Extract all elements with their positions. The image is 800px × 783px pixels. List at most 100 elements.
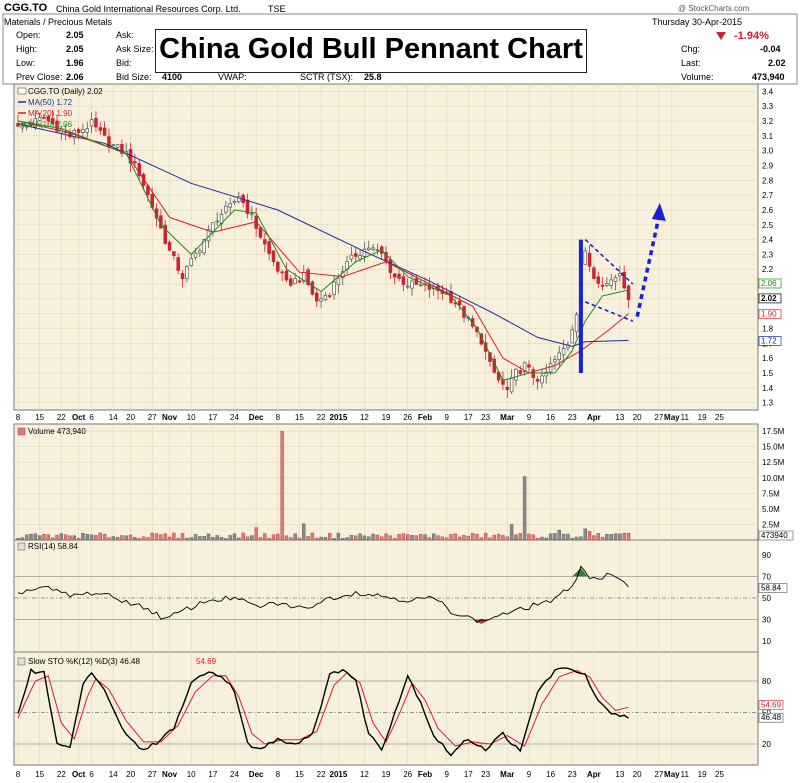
volume-bar bbox=[141, 536, 146, 541]
price-x-tick-label: 8 bbox=[276, 413, 281, 422]
candle-body bbox=[76, 129, 81, 133]
volume-tick-label: 12.5M bbox=[762, 458, 785, 467]
candle-body bbox=[600, 285, 605, 287]
title-overlay-box: China Gold Bull Pennant Chart bbox=[155, 29, 587, 73]
company-name: China Gold International Resources Corp.… bbox=[56, 4, 241, 14]
candle-body bbox=[98, 127, 103, 131]
volume-bar bbox=[276, 533, 280, 541]
candle-body bbox=[574, 314, 579, 333]
price-tick-label: 3.4 bbox=[762, 87, 774, 96]
volume-bar bbox=[33, 533, 38, 541]
candle-body bbox=[250, 213, 254, 216]
last-value-box bbox=[758, 336, 782, 346]
rsi-tick-label: 10 bbox=[762, 637, 771, 646]
candle-body bbox=[371, 247, 375, 250]
ask-label: Ask: bbox=[116, 30, 134, 40]
candle-body bbox=[280, 271, 284, 274]
candle-body bbox=[228, 203, 232, 208]
volume-bar bbox=[380, 536, 384, 541]
vwap-label: VWAP: bbox=[218, 72, 247, 82]
candle-body bbox=[102, 127, 107, 136]
bottom-x-tick-label: Apr bbox=[587, 770, 601, 779]
price-x-tick-label: 19 bbox=[698, 413, 707, 422]
sto-title-d-value: 54.69 bbox=[196, 657, 217, 666]
legend-label: MA(10) 2.06 bbox=[28, 120, 73, 129]
volume-bar bbox=[50, 537, 55, 541]
price-x-tick-label: 22 bbox=[57, 413, 66, 422]
bottom-x-tick-label: 23 bbox=[481, 770, 490, 779]
volume-bar bbox=[436, 535, 440, 541]
sctr-value: 25.8 bbox=[364, 72, 382, 82]
price-tick-label: 2.2 bbox=[762, 265, 774, 274]
volume-bar bbox=[462, 535, 466, 541]
sto-d-line bbox=[17, 669, 629, 747]
volume-bar bbox=[431, 533, 436, 541]
candle-body bbox=[46, 116, 51, 122]
candle-body bbox=[410, 280, 414, 289]
candle-body bbox=[137, 163, 141, 177]
breakout-arrow-head bbox=[651, 202, 666, 221]
price-x-tick-label: 14 bbox=[109, 413, 118, 422]
candle-body bbox=[609, 279, 613, 286]
volume-bar bbox=[332, 538, 336, 541]
price-tick-label: 1.4 bbox=[762, 384, 774, 393]
volume-bar bbox=[219, 537, 224, 541]
volume-bar bbox=[228, 535, 232, 541]
volume-bar bbox=[224, 538, 228, 541]
sto-legend-icon bbox=[17, 657, 26, 666]
volume-bar bbox=[94, 535, 98, 541]
down-arrow-icon bbox=[716, 32, 726, 40]
price-tick-label: 1.5 bbox=[762, 369, 774, 378]
volume-bar bbox=[237, 537, 241, 541]
candle-body bbox=[557, 352, 561, 361]
bottom-x-tick-label: 17 bbox=[464, 770, 473, 779]
price-x-tick-label: Oct bbox=[72, 413, 86, 422]
volume-bar bbox=[297, 537, 302, 541]
volume-bar bbox=[548, 533, 553, 541]
volume-bar bbox=[115, 537, 120, 541]
volume-bar bbox=[553, 533, 557, 541]
volume-bar bbox=[349, 535, 354, 541]
volume-bar bbox=[293, 533, 297, 541]
volume-bar bbox=[89, 534, 94, 541]
volume-bar bbox=[418, 533, 423, 541]
legend-label: MA(20) 1.90 bbox=[28, 109, 73, 118]
volume-bar bbox=[570, 537, 574, 541]
candle-body bbox=[50, 118, 55, 125]
price-x-tick-label: 12 bbox=[360, 413, 369, 422]
bid-size-value: 4100 bbox=[162, 72, 183, 82]
volume-bar bbox=[375, 534, 380, 541]
candle-body bbox=[167, 241, 172, 251]
candle-body bbox=[358, 255, 362, 260]
bottom-x-tick-label: 13 bbox=[615, 770, 624, 779]
bottom-x-tick-label: 24 bbox=[230, 770, 239, 779]
candle-body bbox=[310, 281, 315, 295]
price-tick-label: 2.9 bbox=[762, 162, 774, 171]
ma20-line bbox=[17, 120, 629, 374]
volume-bar bbox=[72, 535, 76, 541]
volume-bar bbox=[111, 536, 115, 541]
date: Thursday 30-Apr-2015 bbox=[652, 17, 743, 27]
candle-body bbox=[133, 161, 137, 164]
bottom-x-tick-label: 6 bbox=[89, 770, 94, 779]
volume-label: Volume: bbox=[681, 72, 714, 82]
bottom-x-tick-label: 25 bbox=[715, 770, 724, 779]
volume-bar bbox=[232, 533, 237, 541]
price-x-tick-label: 13 bbox=[615, 413, 624, 422]
candle-body bbox=[522, 362, 527, 373]
volume-tick-label: 7.5M bbox=[762, 489, 780, 498]
price-x-tick-label: 17 bbox=[464, 413, 473, 422]
volume-tick-label: 2.5M bbox=[762, 520, 780, 529]
volume-bar bbox=[68, 535, 72, 541]
volume-bar bbox=[583, 528, 587, 541]
candle-body bbox=[587, 252, 592, 267]
volume-bar bbox=[393, 538, 397, 541]
volume-bar bbox=[29, 533, 33, 541]
price-tick-label: 2.4 bbox=[762, 236, 774, 245]
ma10-line bbox=[17, 120, 629, 381]
price-x-tick-label: 9 bbox=[527, 413, 532, 422]
candle-body bbox=[185, 266, 189, 279]
candle-body bbox=[180, 273, 185, 280]
volume-bar bbox=[388, 535, 393, 541]
